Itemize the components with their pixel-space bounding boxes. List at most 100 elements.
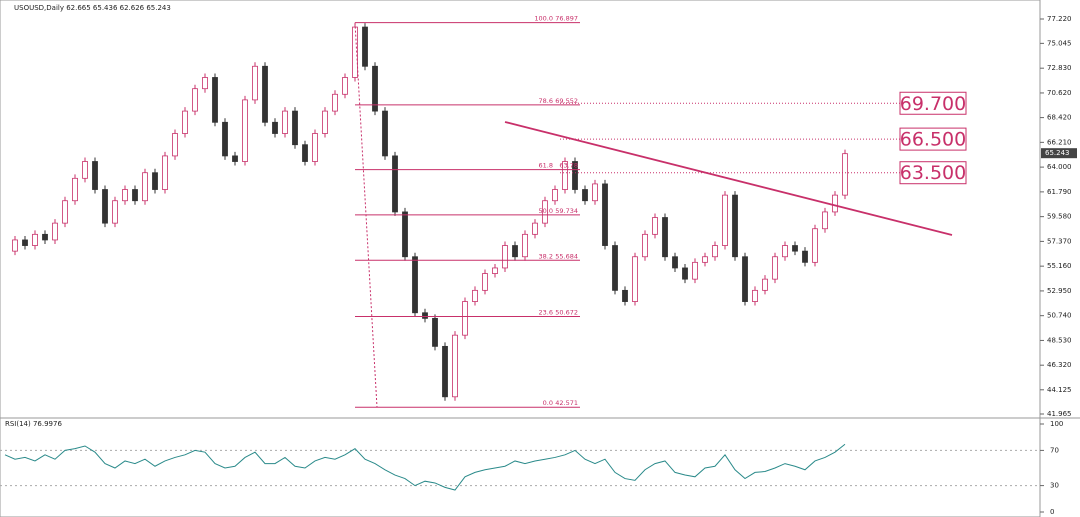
- candle-body: [652, 217, 658, 235]
- candle-body: [92, 161, 98, 190]
- level-label: 69.700: [900, 93, 966, 115]
- candle-body: [452, 334, 458, 398]
- level-box: [899, 91, 967, 115]
- candle-body: [422, 312, 428, 319]
- y-tick-label: 57.370: [1047, 237, 1072, 245]
- candle-body: [412, 256, 418, 314]
- candle-body: [552, 189, 558, 202]
- candle-body: [192, 88, 198, 112]
- level-box: [899, 127, 967, 151]
- candle-body: [262, 65, 268, 123]
- candle-body: [662, 217, 668, 258]
- candle-body: [172, 133, 178, 157]
- candle-body: [382, 110, 388, 157]
- candle-body: [142, 172, 148, 202]
- y-tick-label: 68.420: [1047, 114, 1072, 122]
- rsi-line: [4, 443, 846, 491]
- candle-body: [742, 256, 748, 302]
- y-tick-label: 64.000: [1047, 163, 1072, 171]
- candle-body: [462, 301, 468, 336]
- candle-body: [342, 77, 348, 95]
- candle-body: [582, 189, 588, 202]
- plot-frame: [0, 0, 1041, 517]
- candle-body: [802, 250, 808, 263]
- y-tick-label: 0: [1050, 508, 1054, 516]
- candle-body: [122, 189, 128, 202]
- candle-body: [102, 189, 108, 224]
- candle-body: [602, 183, 608, 246]
- fib-value: 76.897: [555, 15, 578, 23]
- y-tick-label: 46.320: [1047, 361, 1072, 369]
- candle-body: [112, 200, 118, 224]
- fib-value: 63.78: [559, 162, 578, 170]
- candle-body: [472, 289, 478, 302]
- y-tick-label: 30: [1050, 482, 1059, 490]
- candle-body: [612, 245, 618, 291]
- candle-body: [72, 177, 78, 202]
- candle-body: [542, 200, 548, 224]
- candle-body: [752, 289, 758, 302]
- candle-body: [712, 245, 718, 258]
- candle-body: [212, 77, 218, 123]
- candle-body: [822, 211, 828, 230]
- candle-body: [152, 172, 158, 190]
- candle-body: [432, 317, 438, 347]
- y-tick-label: 59.580: [1047, 213, 1072, 221]
- candle-body: [622, 289, 628, 302]
- candle-body: [62, 200, 68, 224]
- y-tick-label: 41.965: [1047, 410, 1072, 418]
- candle-body: [52, 222, 58, 241]
- chart-title: USOUSD,Daily 62.665 65.436 62.626 65.243: [14, 4, 171, 12]
- candle-body: [82, 161, 88, 179]
- candle-body: [302, 144, 308, 162]
- candle-body: [592, 183, 598, 202]
- fib-label: 23.6: [539, 308, 553, 316]
- y-tick-label: 75.045: [1047, 39, 1072, 47]
- price-tag-label: 65.243: [1045, 149, 1070, 157]
- y-tick-label: 61.790: [1047, 188, 1072, 196]
- price-tag: [1041, 148, 1077, 159]
- candle-body: [682, 267, 688, 280]
- candle-body: [842, 153, 848, 196]
- fib-label: 100.0: [534, 15, 553, 23]
- candle-body: [202, 77, 208, 90]
- candle-body: [692, 261, 698, 280]
- candle-body: [502, 245, 508, 269]
- candle-body: [292, 110, 298, 146]
- candle-body: [492, 267, 498, 274]
- candle-body: [362, 26, 368, 67]
- candle-body: [702, 256, 708, 263]
- candle-body: [772, 256, 778, 280]
- candle-body: [792, 245, 798, 252]
- candle-body: [522, 233, 528, 258]
- candle-body: [32, 233, 38, 246]
- fib-value: 50.672: [555, 308, 578, 316]
- candle-body: [532, 222, 538, 235]
- candle-body: [812, 228, 818, 263]
- candle-body: [762, 278, 768, 291]
- candle-body: [832, 194, 838, 213]
- candle-body: [722, 194, 728, 246]
- y-tick-label: 52.950: [1047, 287, 1072, 295]
- level-box: [899, 161, 967, 185]
- y-tick-label: 50.740: [1047, 312, 1072, 320]
- candle-body: [392, 155, 398, 213]
- y-tick-label: 66.210: [1047, 138, 1072, 146]
- rsi-title: RSI(14) 76.9976: [5, 420, 62, 428]
- fib-label: 0.0: [543, 399, 553, 407]
- candle-body: [332, 93, 338, 112]
- candle-body: [442, 345, 448, 398]
- candle-body: [482, 273, 488, 291]
- fib-value: 69.552: [555, 97, 578, 105]
- y-tick-label: 70: [1050, 446, 1059, 454]
- y-tick-label: 72.830: [1047, 64, 1072, 72]
- y-tick-label: 44.125: [1047, 386, 1072, 394]
- candle-body: [182, 110, 188, 134]
- fib-label: 61.8: [539, 162, 553, 170]
- y-tick-label: 100: [1050, 420, 1063, 428]
- candle-body: [12, 239, 18, 252]
- level-label: 66.500: [900, 129, 966, 151]
- fib-label: 50.0: [539, 207, 553, 215]
- fib-value: 55.684: [555, 252, 578, 260]
- fib-label: 78.6: [539, 97, 553, 105]
